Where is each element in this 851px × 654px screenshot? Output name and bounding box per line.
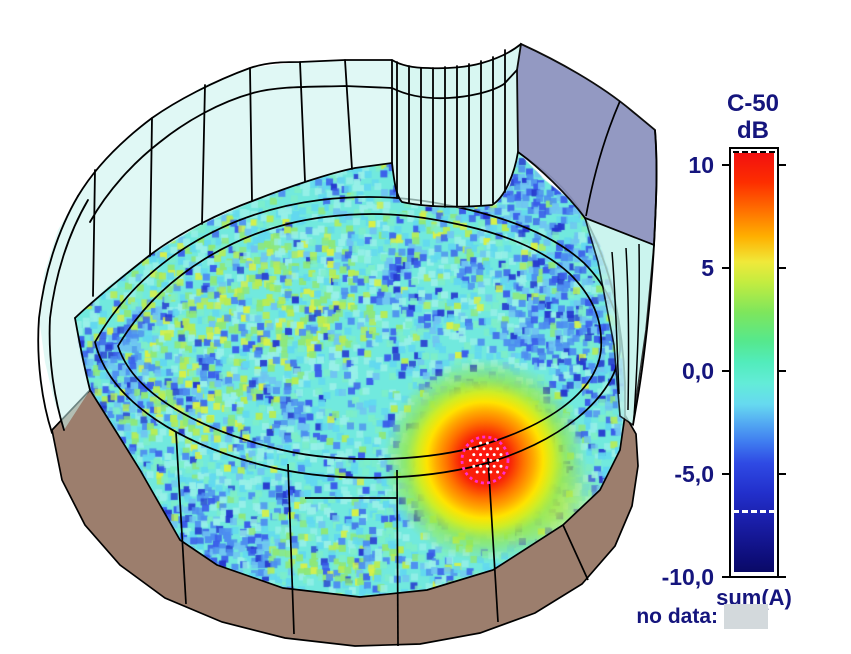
receiver-white-dots — [468, 441, 503, 474]
no-data-swatch — [724, 604, 768, 629]
receiver-dot — [496, 447, 500, 451]
floor-left-edge — [74, 317, 91, 391]
left-silhouette-outer — [37, 195, 79, 434]
receiver-dot — [485, 464, 489, 468]
receiver-dot — [479, 453, 483, 457]
receiver-dot — [479, 441, 483, 445]
receiver-dotted-circle — [460, 435, 510, 485]
receiver-dot — [482, 447, 486, 451]
colorbar-tick-mark — [722, 267, 729, 269]
colorbar-gradient — [734, 153, 774, 572]
legend-title-unit: dB — [737, 117, 769, 144]
receiver-dot — [472, 464, 476, 468]
receiver-dot — [489, 470, 493, 474]
room-base-band — [51, 388, 639, 647]
left-back-wall — [39, 60, 392, 430]
receiver-dot — [482, 458, 486, 462]
receiver-dot — [468, 447, 472, 451]
rear-wall-ribs — [396, 49, 506, 208]
receiver-dot — [479, 464, 483, 468]
colorbar-tick-label: 0,0 — [682, 358, 714, 384]
colorbar-tick-mark — [722, 473, 729, 475]
receiver-dot — [492, 453, 496, 457]
receiver-dot — [472, 453, 476, 457]
receiver-dot — [475, 447, 479, 451]
wall-rail — [89, 69, 518, 223]
receiver-dot — [492, 464, 496, 468]
receiver-dot — [499, 464, 503, 468]
left-silhouette-inner — [48, 199, 89, 431]
receiver-dot — [482, 470, 486, 474]
receiver-dot — [489, 447, 493, 451]
legend-title-parameter: C-50 — [726, 90, 780, 117]
colorbar-tick-mark — [779, 473, 786, 475]
colorbar-tick-mark — [779, 164, 786, 166]
receiver-dot — [485, 441, 489, 445]
colorbar-tick-label: 5 — [701, 255, 714, 281]
hotspot-marker — [460, 435, 510, 485]
colorbar-tick-label: -5,0 — [674, 461, 714, 487]
colorbar-tick-mark — [779, 370, 786, 372]
receiver-dot — [468, 458, 472, 462]
receiver-dot — [499, 453, 503, 457]
colorbar-tick-mark — [779, 267, 786, 269]
colorbar-tick-label: 10 — [688, 152, 714, 178]
colorbar-tick-mark — [722, 164, 729, 166]
colorbar-max-marker — [733, 151, 775, 153]
legend-title: C-50 dB — [703, 90, 803, 144]
no-data-label: no data: — [636, 605, 718, 628]
colorbar-tick-mark — [722, 370, 729, 372]
receiver-dot — [496, 458, 500, 462]
colorbar-tick-label: -10,0 — [661, 564, 714, 590]
receiver-dot — [475, 470, 479, 474]
right-wall-ribs — [583, 129, 658, 427]
colorbar — [729, 147, 779, 578]
gray-rear-wall — [516, 42, 658, 247]
colorbar-tick-mark — [779, 576, 786, 578]
receiver-dot — [485, 453, 489, 457]
colorbar-threshold-marker — [733, 510, 775, 513]
receiver-dot — [475, 458, 479, 462]
colorbar-tick-mark — [722, 576, 729, 578]
translucent-walls — [39, 44, 521, 430]
receiver-dot — [489, 458, 493, 462]
receiver-dot — [496, 470, 500, 474]
audience-ring-inner — [117, 213, 603, 460]
